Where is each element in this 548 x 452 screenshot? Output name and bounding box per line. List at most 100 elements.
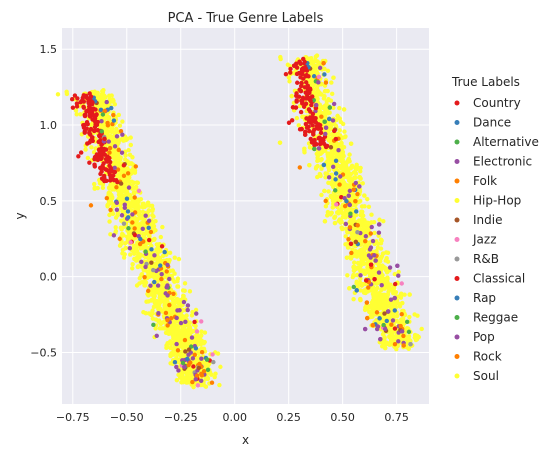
data-point [119, 227, 124, 232]
data-point [307, 162, 312, 168]
data-point [194, 373, 200, 378]
data-point [315, 88, 320, 93]
data-point [334, 202, 339, 207]
legend-label: R&B [473, 252, 499, 266]
data-point [330, 91, 335, 97]
data-point [91, 106, 96, 111]
data-point [199, 349, 205, 355]
data-point [406, 329, 412, 335]
legend-label: Jazz [472, 233, 497, 247]
data-point [84, 120, 90, 125]
data-point [115, 188, 121, 193]
data-point [400, 300, 405, 306]
data-point [328, 145, 334, 150]
data-point [148, 250, 154, 256]
data-point [342, 162, 347, 168]
data-point [348, 241, 354, 247]
data-point [74, 112, 79, 117]
data-point [385, 292, 391, 297]
data-point [118, 128, 124, 134]
data-point [143, 249, 148, 254]
data-point [109, 105, 114, 111]
data-point [343, 134, 348, 139]
data-point [340, 214, 346, 220]
data-point [388, 339, 394, 344]
data-point [117, 236, 122, 242]
data-point [199, 371, 204, 377]
data-point [380, 332, 386, 337]
data-point [174, 341, 179, 347]
data-point [304, 116, 309, 121]
data-point [107, 170, 112, 175]
data-point [341, 167, 346, 172]
data-point [126, 215, 131, 220]
data-point [90, 100, 95, 105]
data-point [377, 265, 382, 270]
data-point [121, 218, 126, 223]
data-point [202, 339, 207, 345]
data-point [331, 75, 336, 80]
data-point [103, 157, 109, 162]
data-point [342, 129, 347, 134]
data-point [98, 93, 104, 99]
data-point [345, 183, 350, 189]
data-point [115, 213, 120, 218]
legend-label: Folk [473, 174, 497, 188]
data-point [165, 283, 170, 288]
data-point [199, 329, 204, 334]
data-point [146, 274, 151, 279]
legend-marker [454, 159, 460, 164]
data-point [86, 104, 92, 109]
data-point [142, 274, 147, 280]
data-point [333, 177, 338, 182]
data-point [343, 221, 349, 227]
data-point [358, 212, 363, 218]
data-point [151, 322, 156, 328]
data-point [115, 180, 120, 185]
data-point [102, 152, 108, 157]
data-point [120, 132, 125, 137]
legend-marker [454, 256, 460, 262]
data-point [188, 360, 193, 365]
data-point [369, 220, 374, 225]
y-tick-label: 0.0 [40, 271, 58, 284]
data-point [118, 201, 123, 206]
data-point [111, 177, 117, 183]
data-point [333, 188, 338, 193]
data-point [202, 330, 208, 335]
data-point [323, 144, 329, 150]
data-point [130, 261, 135, 267]
legend-marker [454, 276, 460, 281]
data-point [139, 264, 144, 269]
data-point [74, 104, 80, 109]
data-point [196, 365, 202, 371]
data-point [189, 313, 195, 318]
data-point [123, 245, 129, 251]
x-tick-label: 0.00 [222, 411, 247, 424]
data-point [156, 310, 161, 316]
data-point [97, 133, 102, 139]
legend-marker [454, 120, 460, 125]
data-point [112, 165, 117, 170]
data-point [303, 96, 309, 101]
data-point [368, 245, 374, 250]
data-point [111, 202, 116, 207]
data-point [363, 234, 369, 239]
data-point [192, 319, 197, 325]
data-point [312, 70, 317, 75]
data-point [139, 272, 145, 277]
data-point [116, 162, 122, 167]
data-point [197, 361, 202, 367]
data-point [178, 320, 184, 326]
data-point [141, 201, 146, 206]
data-point [327, 105, 333, 110]
data-point [297, 59, 302, 64]
data-point [142, 283, 148, 288]
data-point [176, 368, 181, 373]
data-point [368, 309, 373, 315]
data-point [72, 93, 78, 98]
data-point [159, 283, 164, 288]
data-point [82, 112, 87, 118]
data-point [187, 320, 192, 325]
data-point [311, 64, 316, 69]
